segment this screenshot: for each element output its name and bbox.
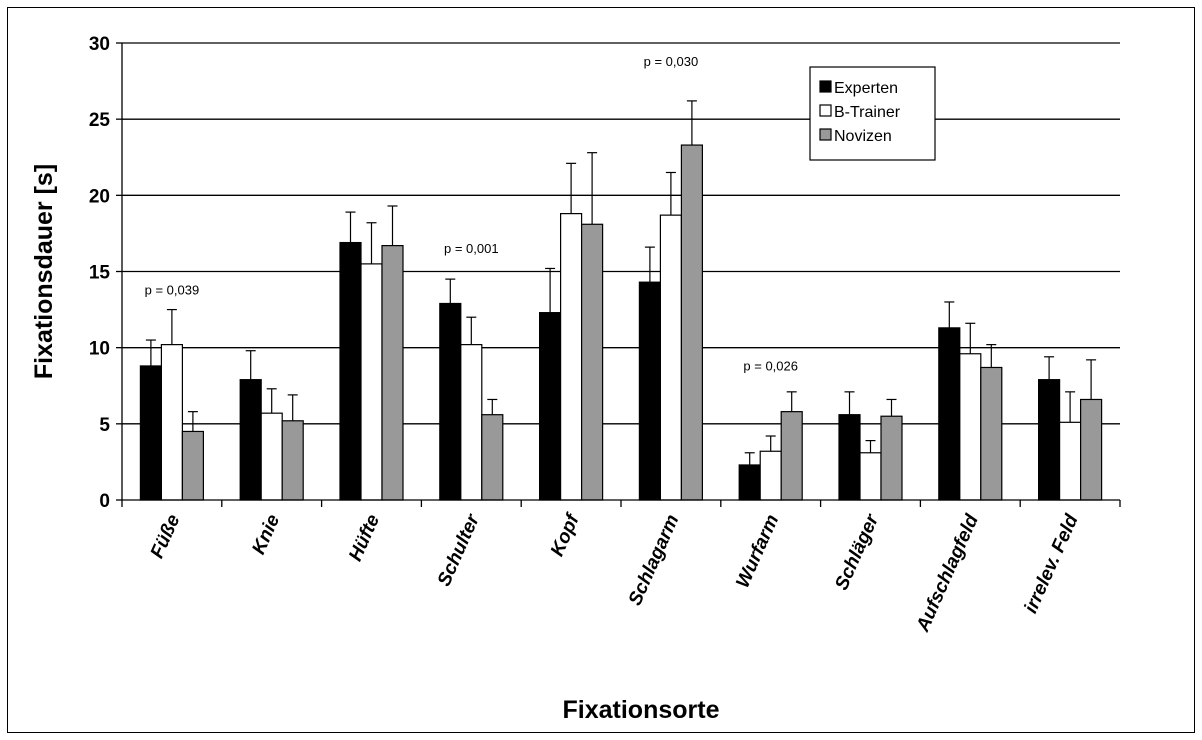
p-value-annotation: p = 0,001 — [444, 241, 499, 256]
x-tick-label: Schlagarm — [625, 511, 684, 608]
y-tick-label: 0 — [99, 491, 110, 512]
bar-experten-7 — [838, 414, 861, 501]
bar-experten-9 — [1037, 379, 1061, 501]
p-value-annotation: p = 0,026 — [743, 359, 798, 374]
bar-experten-0 — [139, 365, 162, 501]
bar-b-trainer-1 — [260, 412, 283, 501]
legend-label-novizen: Novizen — [834, 128, 892, 145]
bar-experten-2 — [339, 241, 362, 501]
y-tick-label: 20 — [89, 186, 110, 207]
bar-b-trainer-8 — [959, 353, 982, 501]
y-tick-label: 5 — [99, 415, 110, 436]
bar-b-trainer-5 — [659, 214, 683, 501]
bar-novizen-2 — [381, 245, 404, 501]
legend-swatch-novizen — [819, 128, 832, 141]
bar-experten-8 — [938, 327, 961, 501]
legend-swatch-experten — [819, 80, 832, 93]
x-tick-label: Kopf — [547, 510, 584, 560]
y-tick-label: 15 — [89, 263, 111, 284]
bar-b-trainer-2 — [360, 263, 383, 501]
bar-experten-1 — [239, 379, 262, 501]
bar-experten-6 — [738, 464, 761, 501]
x-tick-label: Schläger — [831, 510, 883, 593]
y-axis-title: Fixationsdauer [s] — [30, 164, 58, 379]
p-value-annotation: p = 0,030 — [644, 54, 699, 69]
x-tick-label: Knie — [248, 511, 284, 558]
x-tick-label: Aufschlagfeld — [912, 511, 983, 636]
bar-novizen-6 — [780, 411, 803, 501]
x-tick-label: Hüfte — [345, 511, 384, 564]
y-tick-label: 30 — [89, 34, 110, 55]
x-axis-title: Fixationsorte — [563, 696, 720, 724]
x-tick-label: Schulter — [434, 510, 485, 589]
bar-novizen-8 — [980, 366, 1003, 501]
bar-novizen-3 — [481, 414, 504, 501]
bar-novizen-7 — [880, 415, 903, 501]
legend-label-b-trainer: B-Trainer — [834, 104, 901, 121]
bar-b-trainer-4 — [559, 213, 583, 501]
p-value-annotation: p = 0,039 — [145, 282, 200, 297]
bar-b-trainer-9 — [1058, 421, 1082, 501]
legend-swatch-b-trainer — [819, 104, 832, 117]
bar-b-trainer-7 — [859, 452, 882, 501]
bar-experten-4 — [538, 312, 562, 501]
x-tick-label: Wurfarm — [732, 511, 783, 591]
bar-experten-3 — [439, 302, 462, 501]
bar-novizen-0 — [181, 430, 204, 501]
bar-novizen-1 — [281, 420, 304, 501]
x-tick-label: irrelev. Feld — [1021, 511, 1083, 616]
bar-novizen-9 — [1079, 398, 1103, 501]
y-tick-label: 25 — [89, 110, 111, 131]
bar-b-trainer-3 — [460, 344, 483, 501]
bar-b-trainer-6 — [759, 450, 782, 501]
x-tick-label: Füße — [147, 511, 185, 561]
bar-novizen-4 — [580, 223, 604, 501]
legend-label-experten: Experten — [834, 80, 898, 97]
bar-b-trainer-0 — [160, 344, 183, 501]
y-tick-label: 10 — [89, 339, 110, 360]
bar-novizen-5 — [680, 144, 704, 501]
bar-experten-5 — [638, 281, 662, 501]
